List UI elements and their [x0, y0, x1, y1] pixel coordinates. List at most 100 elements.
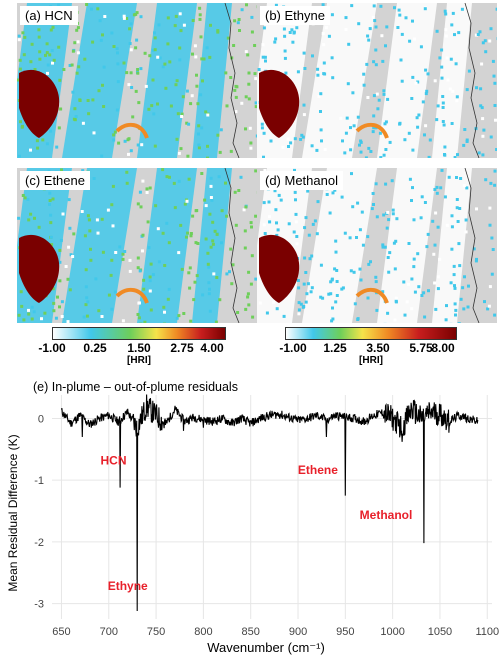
pixel-speckle [292, 230, 296, 234]
pixel-speckle [17, 78, 20, 82]
pixel-speckle [374, 280, 378, 284]
pixel-speckle [361, 243, 365, 247]
pixel-speckle [51, 25, 55, 29]
pixel-speckle [384, 182, 388, 186]
plume-arc [355, 122, 389, 139]
annotation-hcn: HCN [101, 454, 127, 468]
pixel-speckle [90, 7, 93, 11]
pixel-speckle [32, 310, 36, 314]
pixel-speckle [483, 300, 486, 304]
pixel-speckle [324, 26, 328, 30]
pixel-speckle [224, 181, 227, 185]
pixel-speckle [95, 218, 99, 222]
pixel-speckle [141, 233, 145, 237]
pixel-speckle [453, 156, 457, 158]
pixel-speckle [330, 319, 334, 323]
pixel-speckle [157, 260, 161, 264]
pixel-speckle [37, 225, 41, 229]
pixel-speckle [158, 56, 162, 60]
pixel-speckle [295, 242, 299, 246]
pixel-speckle [33, 68, 37, 71]
pixel-speckle [233, 19, 237, 23]
pixel-speckle [304, 216, 308, 220]
pixel-speckle [373, 19, 377, 23]
pixel-speckle [145, 191, 149, 194]
pixel-speckle [319, 128, 323, 132]
pixel-speckle [275, 233, 279, 237]
pixel-speckle [112, 45, 116, 48]
pixel-speckle [253, 44, 257, 47]
pixel-speckle [423, 315, 427, 319]
pixel-speckle [436, 275, 440, 279]
pixel-speckle [100, 154, 104, 158]
pixel-speckle [36, 146, 40, 150]
pixel-speckle [26, 197, 30, 201]
pixel-speckle [450, 214, 454, 218]
pixel-speckle [54, 316, 58, 320]
pixel-speckle [374, 126, 378, 130]
pixel-speckle [45, 142, 49, 146]
pixel-speckle [413, 290, 417, 294]
pixel-speckle [56, 295, 59, 299]
pixel-speckle [141, 179, 145, 183]
pixel-speckle [433, 188, 437, 191]
pixel-speckle [434, 211, 438, 215]
residual-chart: 650 700 750 800 850 900 950 1000 1050 1100 0 -1 -2 -3… [6, 380, 499, 655]
pixel-speckle [309, 290, 313, 294]
pixel-speckle [234, 223, 238, 227]
map-ethyne [257, 3, 497, 158]
colorbar-right: -1.00 1.25 3.50 5.75 8.00 [HRI] [279, 327, 457, 367]
pixel-speckle [244, 95, 248, 99]
pixel-speckle [49, 235, 53, 239]
pixel-speckle [479, 87, 483, 91]
pixel-speckle [481, 41, 485, 45]
panel-title-methanol: (d) Methanol [260, 171, 343, 190]
pixel-speckle [416, 80, 420, 84]
pixel-speckle [411, 186, 414, 190]
satellite-swath [302, 168, 377, 323]
pixel-speckle [346, 82, 350, 86]
pixel-speckle [249, 141, 253, 145]
pixel-speckle [144, 84, 148, 88]
pixel-speckle [493, 104, 497, 107]
pixel-speckle [29, 148, 32, 152]
pixel-speckle [464, 230, 468, 234]
satellite-swath [62, 3, 137, 158]
pixel-speckle [454, 308, 458, 312]
pixel-speckle [116, 51, 119, 55]
pixel-speckle [216, 133, 220, 137]
pixel-speckle [393, 267, 397, 271]
pixel-speckle [175, 316, 179, 320]
pixel-speckle [68, 64, 72, 67]
pixel-speckle [380, 34, 384, 38]
pixel-speckle [372, 60, 376, 64]
satellite-swath [137, 168, 197, 323]
pixel-speckle [297, 312, 301, 316]
pixel-speckle [424, 68, 428, 72]
colorbar-left-tick-5: 4.00 [200, 341, 224, 355]
pixel-speckle [224, 71, 228, 75]
pixel-speckle [412, 257, 416, 261]
pixel-speckle [220, 241, 223, 245]
pixel-speckle [207, 265, 211, 269]
pixel-speckle [387, 218, 391, 222]
pixel-speckle [236, 311, 240, 314]
pixel-speckle [186, 154, 190, 158]
pixel-speckle [382, 213, 386, 217]
pixel-speckle [125, 170, 129, 174]
pixel-speckle [208, 309, 212, 313]
pixel-speckle [358, 267, 362, 271]
pixel-speckle [71, 255, 75, 258]
pixel-speckle [211, 242, 215, 246]
pixel-speckle [240, 101, 244, 105]
pixel-speckle [194, 209, 198, 213]
pixel-speckle [197, 124, 201, 128]
pixel-speckle [262, 223, 266, 227]
pixel-speckle [246, 292, 250, 296]
pixel-speckle [344, 16, 348, 20]
pixel-speckle [76, 26, 80, 30]
pixel-speckle [386, 210, 390, 214]
pixel-speckle [262, 155, 265, 158]
pixel-speckle [179, 223, 183, 227]
pixel-speckle [435, 29, 439, 33]
